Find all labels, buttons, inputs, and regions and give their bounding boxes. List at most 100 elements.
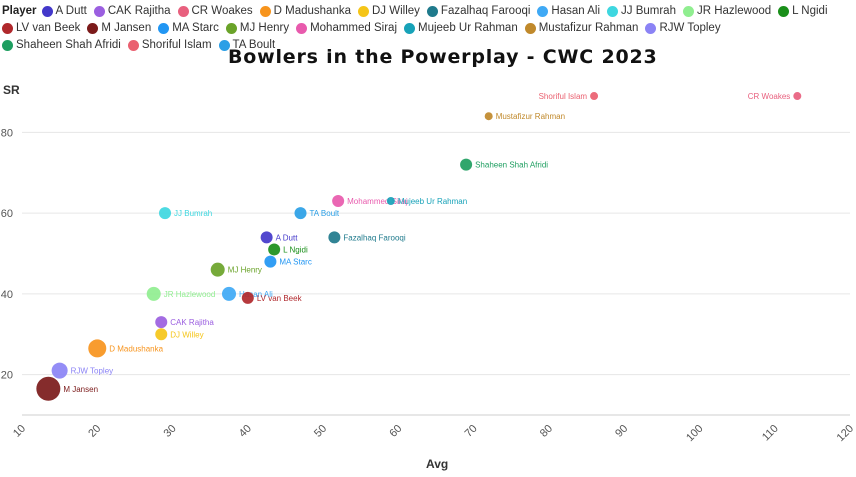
point-label: RJW Topley: [71, 367, 114, 376]
legend-item[interactable]: LV van Beek: [2, 20, 80, 37]
point-marker: [241, 291, 254, 304]
legend-label: TA Boult: [232, 39, 276, 51]
point-marker: [155, 328, 168, 341]
legend-item[interactable]: JJ Bumrah: [607, 3, 676, 20]
legend-item[interactable]: RJW Topley: [645, 20, 721, 37]
point-marker: [590, 92, 599, 101]
x-tick-label: 40: [237, 423, 254, 440]
point-label: Mohammed Siraj: [347, 197, 408, 206]
point-marker: [294, 207, 307, 220]
point-label: Mustafizur Rahman: [496, 112, 565, 121]
point-marker: [146, 286, 161, 301]
legend-label: Mohammed Siraj: [310, 22, 397, 34]
point-label: Shoriful Islam: [539, 92, 588, 101]
legend-swatch: [41, 6, 53, 17]
point-marker: [51, 362, 68, 379]
legend-item[interactable]: DJ Willey: [358, 3, 420, 20]
legend-swatch: [296, 23, 308, 34]
point-label: M Jansen: [63, 385, 98, 394]
legend-swatch: [2, 40, 13, 51]
legend-item[interactable]: M Jansen: [87, 20, 151, 37]
point-marker: [159, 207, 172, 220]
point-label: D Madushanka: [109, 344, 163, 353]
x-tick-label: 20: [86, 423, 103, 440]
point-marker: [332, 195, 345, 208]
point-label: Shaheen Shah Afridi: [475, 161, 548, 170]
point-marker: [210, 262, 225, 277]
legend-swatch: [2, 23, 13, 34]
legend-item[interactable]: TA Boult: [218, 37, 276, 54]
legend-item[interactable]: CAK Rajitha: [93, 3, 171, 20]
legend-item[interactable]: Hasan Ali: [537, 3, 600, 20]
legend-swatch: [259, 6, 271, 17]
legend-swatch: [93, 6, 105, 17]
x-tick-label: 50: [312, 423, 329, 440]
legend-label: LV van Beek: [16, 22, 81, 34]
y-tick-label: 80: [1, 127, 13, 139]
legend-swatch: [607, 6, 619, 17]
legend-swatch: [682, 6, 694, 17]
legend-item[interactable]: Shaheen Shah Afridi: [2, 37, 121, 54]
point-marker: [460, 158, 473, 171]
legend-label: JR Hazlewood: [696, 5, 772, 17]
legend-label: A Dutt: [55, 5, 87, 17]
legend-item[interactable]: Shoriful Islam: [127, 37, 212, 54]
point-marker: [88, 339, 107, 358]
point-marker: [386, 197, 395, 206]
legend-swatch: [524, 23, 536, 34]
point-marker: [155, 316, 168, 329]
chart-title: Bowlers in the Powerplay - CWC 2023: [228, 46, 658, 68]
legend-item[interactable]: MJ Henry: [225, 20, 290, 37]
point-marker: [793, 92, 802, 101]
legend-label: CR Woakes: [191, 5, 253, 17]
legend-item[interactable]: Mohammed Siraj: [296, 20, 397, 37]
legend-label: Shoriful Islam: [141, 39, 212, 51]
legend-item[interactable]: Mustafizur Rahman: [524, 20, 639, 37]
legend-swatch: [225, 23, 237, 34]
legend-swatch: [177, 6, 189, 17]
point-marker: [36, 376, 61, 401]
legend-label: Mustafizur Rahman: [538, 22, 639, 34]
point-marker: [328, 231, 341, 244]
legend-label: L Ngidi: [792, 5, 828, 17]
point-label: JJ Bumrah: [174, 209, 212, 218]
legend-item[interactable]: L Ngidi: [778, 3, 828, 20]
legend-label: CAK Rajitha: [107, 5, 171, 17]
x-tick-label: 90: [613, 423, 630, 440]
point-label: Fazalhaq Farooqi: [343, 233, 405, 242]
legend-label: Hasan Ali: [551, 5, 601, 17]
x-tick-label: 80: [538, 423, 555, 440]
point-label: JR Hazlewood: [164, 290, 216, 299]
x-tick-label: 70: [463, 423, 480, 440]
x-tick-label: 30: [162, 423, 179, 440]
point-label: DJ Willey: [170, 330, 203, 339]
legend-item[interactable]: A Dutt: [41, 3, 87, 20]
legend-item[interactable]: CR Woakes: [177, 3, 253, 20]
point-marker: [268, 243, 281, 256]
legend-swatch: [426, 6, 438, 17]
legend-item[interactable]: MA Starc: [158, 20, 219, 37]
point-label: LV van Beek: [257, 294, 303, 303]
point-label: MA Starc: [279, 258, 311, 267]
x-tick-label: 60: [387, 423, 404, 440]
point-label: Mujeeb Ur Rahman: [398, 197, 467, 206]
legend-label: D Madushanka: [273, 5, 351, 17]
legend-swatch: [645, 23, 657, 34]
point-label: Hasan Ali: [239, 290, 273, 299]
point-marker: [484, 112, 493, 121]
legend-label: M Jansen: [101, 22, 152, 34]
x-tick-label: 120: [835, 423, 856, 444]
x-tick-label: 10: [11, 423, 28, 440]
legend-label: MJ Henry: [239, 22, 290, 34]
x-tick-label: 110: [760, 423, 781, 444]
legend-title: Player: [2, 5, 37, 17]
legend-item[interactable]: JR Hazlewood: [682, 3, 772, 20]
legend-label: JJ Bumrah: [621, 5, 676, 17]
legend-item[interactable]: Fazalhaq Farooqi: [426, 3, 531, 20]
point-marker: [222, 286, 236, 301]
legend-item[interactable]: D Madushanka: [259, 3, 351, 20]
legend-swatch: [404, 23, 415, 34]
legend-item[interactable]: Mujeeb Ur Rahman: [404, 20, 518, 37]
legend-label: Fazalhaq Farooqi: [440, 5, 531, 17]
